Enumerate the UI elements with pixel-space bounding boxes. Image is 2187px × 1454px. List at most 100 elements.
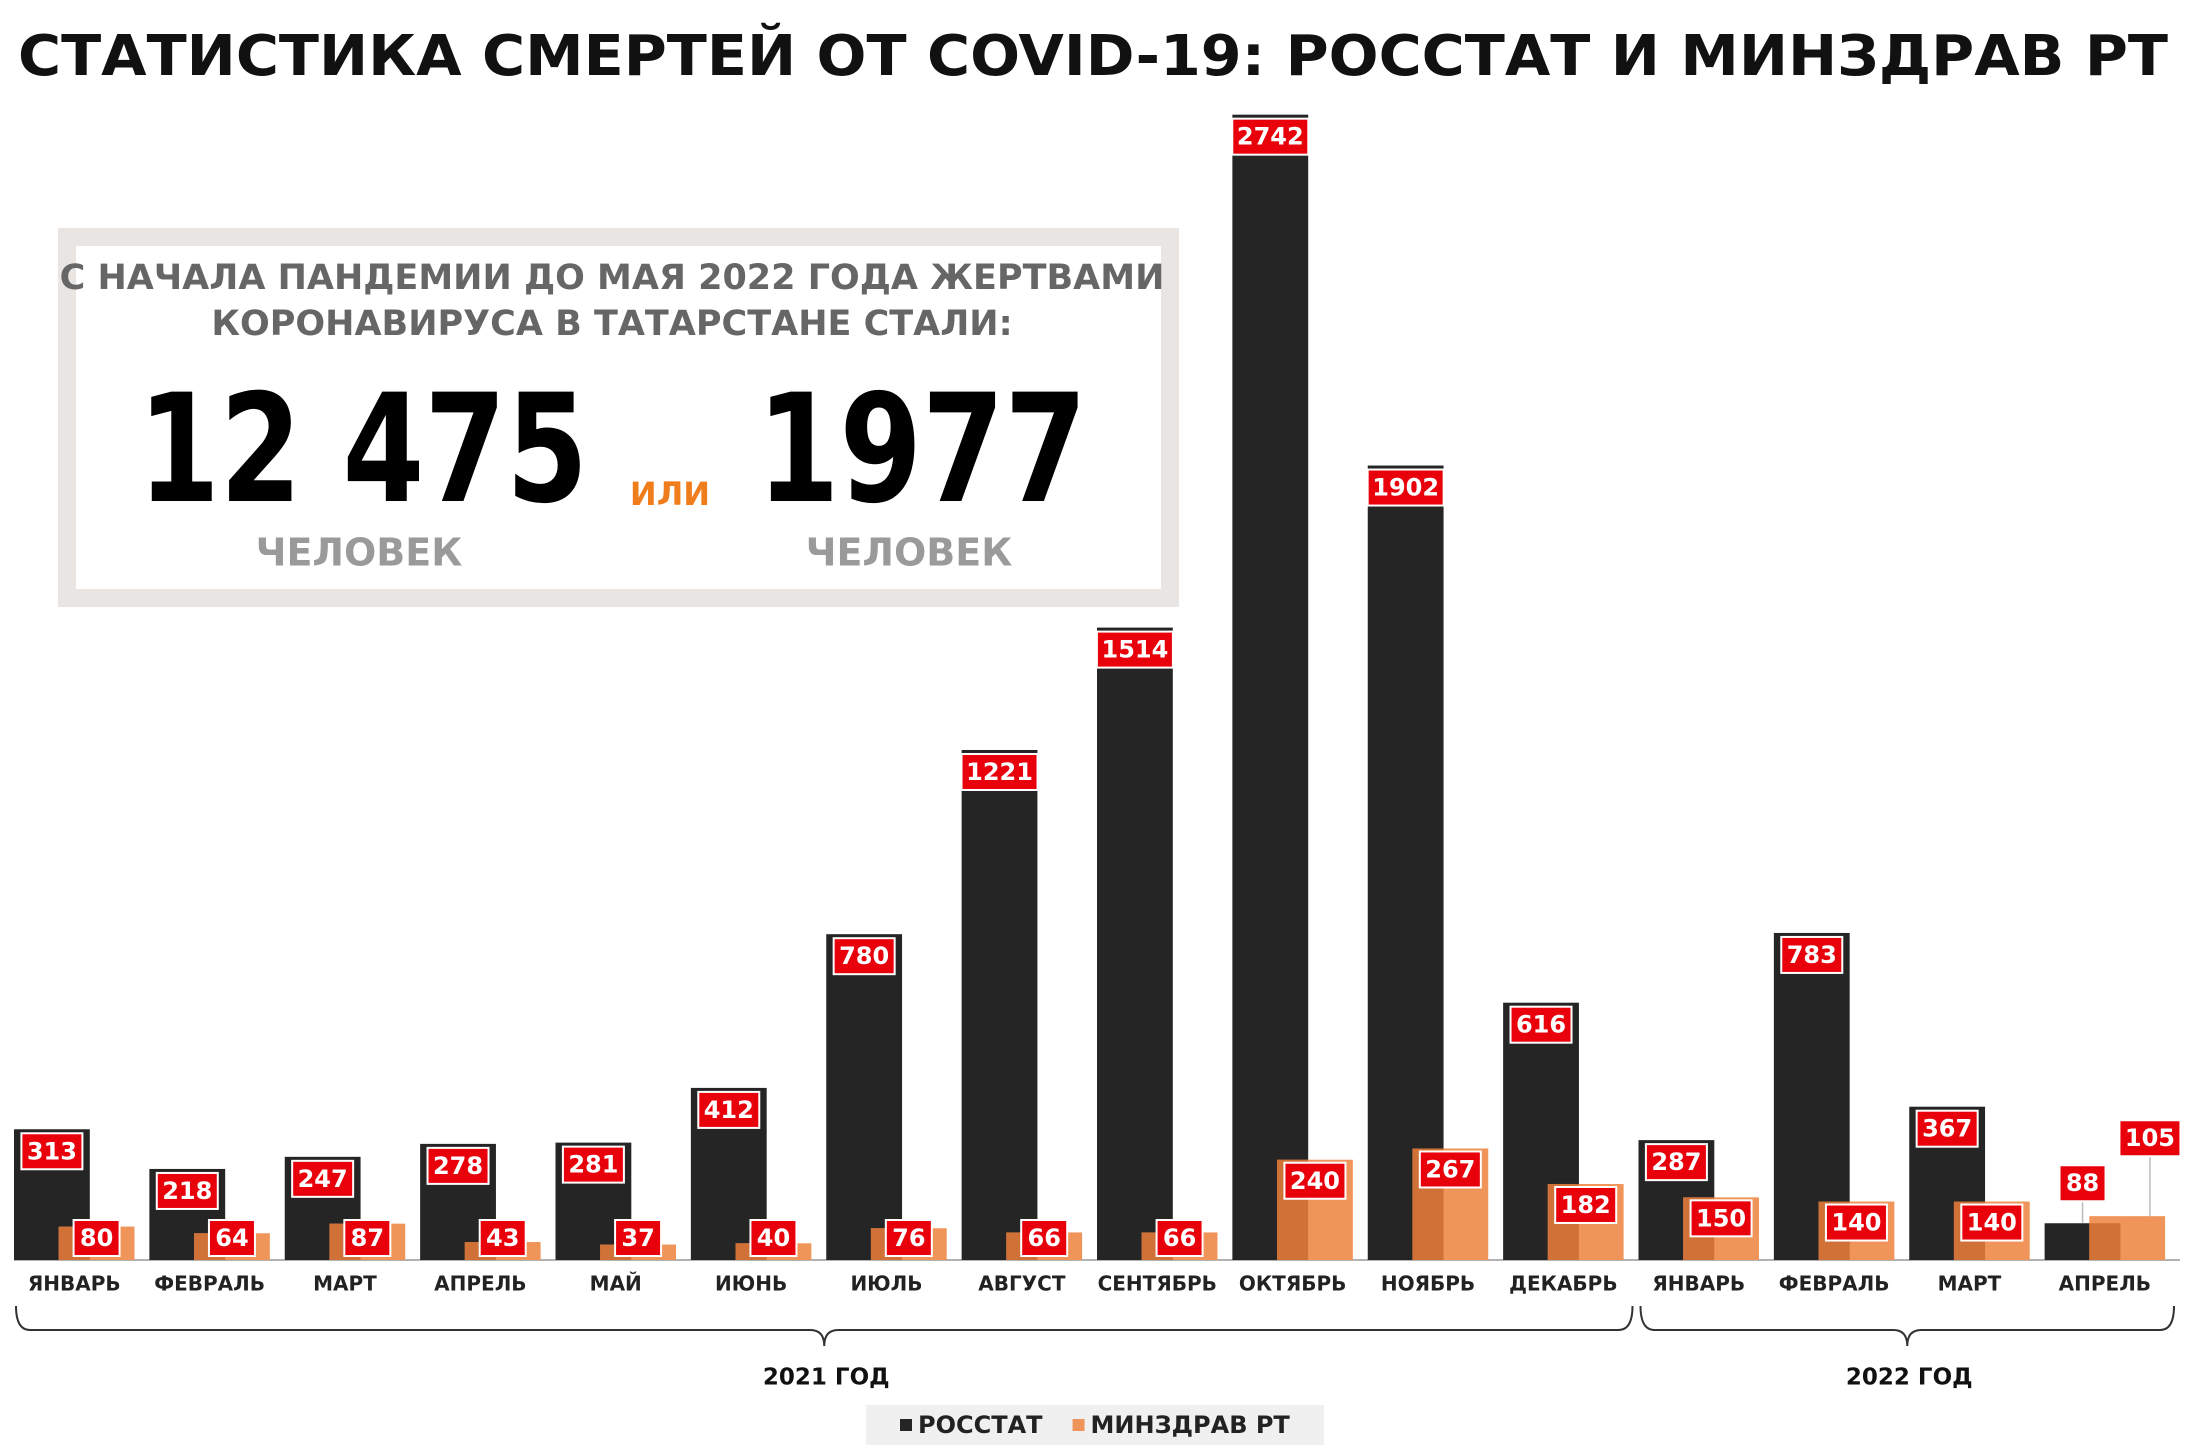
value-label: 1514 [1102,636,1169,664]
value-label-box [1824,1203,1888,1242]
value-label: 37 [621,1224,654,1252]
value-label: 783 [1787,941,1837,969]
value-label-box [561,1145,625,1184]
value-label: 616 [1516,1011,1566,1039]
value-label-box [2058,1164,2107,1203]
value-label: 1902 [1372,474,1439,502]
x-tick-label: НОЯБРЬ [1381,1272,1475,1296]
value-label: 278 [433,1152,483,1180]
value-label: 64 [215,1224,248,1252]
value-label-box [1095,630,1174,669]
x-tick-label: СЕНТЯБРЬ [1098,1272,1217,1296]
group-label: 2022 ГОД [1846,1365,1973,1391]
value-label-box [291,1159,355,1198]
value-label: 412 [704,1096,754,1124]
value-label: 281 [568,1151,618,1179]
x-tick-label: АВГУСТ [978,1272,1066,1296]
group-label: 2021 ГОД [763,1365,890,1391]
value-label: 287 [1651,1148,1701,1176]
value-label-box [343,1219,392,1257]
value-label: 140 [1831,1209,1881,1237]
x-tick-label: ИЮНЬ [715,1272,787,1296]
value-label-box [1020,1219,1069,1257]
value-label-box [1231,117,1310,156]
value-label: 66 [1163,1224,1196,1252]
value-label: 43 [486,1224,519,1252]
connector: ИЛИ [630,475,710,513]
value-label-box [1509,1005,1573,1044]
value-label: 240 [1290,1167,1340,1195]
total-unit: ЧЕЛОВЕК [806,531,1013,575]
legend-swatch [1072,1419,1085,1431]
value-label-box [1155,1219,1204,1257]
value-label-box [1689,1199,1753,1238]
value-label-box [884,1219,933,1257]
x-tick-label: ФЕВРАЛЬ [154,1272,265,1296]
total-number: 1977 [757,363,1087,537]
value-label-box [1915,1109,1979,1148]
value-label: 367 [1922,1115,1972,1143]
legend-label: РОССТАТ [918,1411,1043,1439]
value-label-box [697,1090,761,1129]
group-brace [15,1305,1634,1347]
value-label-box [72,1219,121,1257]
value-label-box [1283,1161,1347,1200]
value-label: 66 [1028,1224,1061,1252]
x-tick-label: МАРТ [1938,1272,2002,1296]
value-label-box [832,937,896,976]
bar-shade [2089,1223,2121,1260]
value-label: 88 [2066,1169,2099,1197]
value-label: 80 [80,1224,113,1252]
legend-box [866,1405,1324,1445]
value-label-box [155,1171,219,1210]
value-label: 313 [27,1137,77,1165]
value-label: 150 [1696,1204,1746,1232]
value-label-box [1366,468,1445,507]
value-label-box [1554,1185,1618,1224]
legend-swatch [900,1419,912,1431]
x-tick-label: ЯНВАРЬ [28,1272,121,1296]
value-label: 40 [757,1224,790,1252]
x-tick-label: ИЮЛЬ [850,1272,922,1296]
value-label: 1221 [966,758,1033,786]
value-label-box [20,1132,84,1171]
group-brace [1639,1305,2175,1347]
x-tick-label: МАЙ [590,1272,642,1296]
bar [1097,627,1173,1260]
info-box: С НАЧАЛА ПАНДЕМИИ ДО МАЯ 2022 ГОДА ЖЕРТВ… [58,228,1179,607]
value-label: 2742 [1237,123,1304,151]
x-tick-label: ОКТЯБРЬ [1239,1272,1347,1296]
bar [826,934,903,1260]
value-label: 780 [839,942,889,970]
value-label-box [749,1219,798,1257]
x-tick-label: ЯНВАРЬ [1652,1272,1745,1296]
value-label: 140 [1967,1209,2017,1237]
info-box-frame [58,228,1179,607]
value-label: 182 [1561,1191,1611,1219]
value-label-box [2118,1119,2182,1158]
bar [1232,114,1309,1260]
info-line: С НАЧАЛА ПАНДЕМИИ ДО МАЯ 2022 ГОДА ЖЕРТВ… [60,258,1165,298]
value-label-box [1960,1203,2024,1242]
value-label-box [1644,1143,1708,1182]
value-label-box [1780,935,1844,974]
value-label-box [960,752,1039,791]
value-label: 76 [892,1224,925,1252]
x-tick-label: ДЕКАБРЬ [1509,1272,1617,1296]
value-label-box [614,1219,663,1257]
total-unit: ЧЕЛОВЕК [256,531,463,575]
value-label: 247 [298,1165,348,1193]
x-tick-label: АПРЕЛЬ [434,1272,526,1296]
info-line: КОРОНАВИРУСА В ТАТАРСТАНЕ СТАЛИ: [211,304,1012,344]
value-label: 105 [2125,1124,2175,1152]
x-tick-label: ФЕВРАЛЬ [1779,1272,1890,1296]
value-label-box [426,1146,490,1185]
total-number: 12 475 [138,363,588,537]
value-label: 267 [1425,1155,1475,1183]
bar [1367,465,1444,1260]
x-tick-label: АПРЕЛЬ [2059,1272,2151,1296]
value-label-box [207,1219,256,1257]
x-tick-label: МАРТ [313,1272,377,1296]
bar [961,749,1038,1260]
